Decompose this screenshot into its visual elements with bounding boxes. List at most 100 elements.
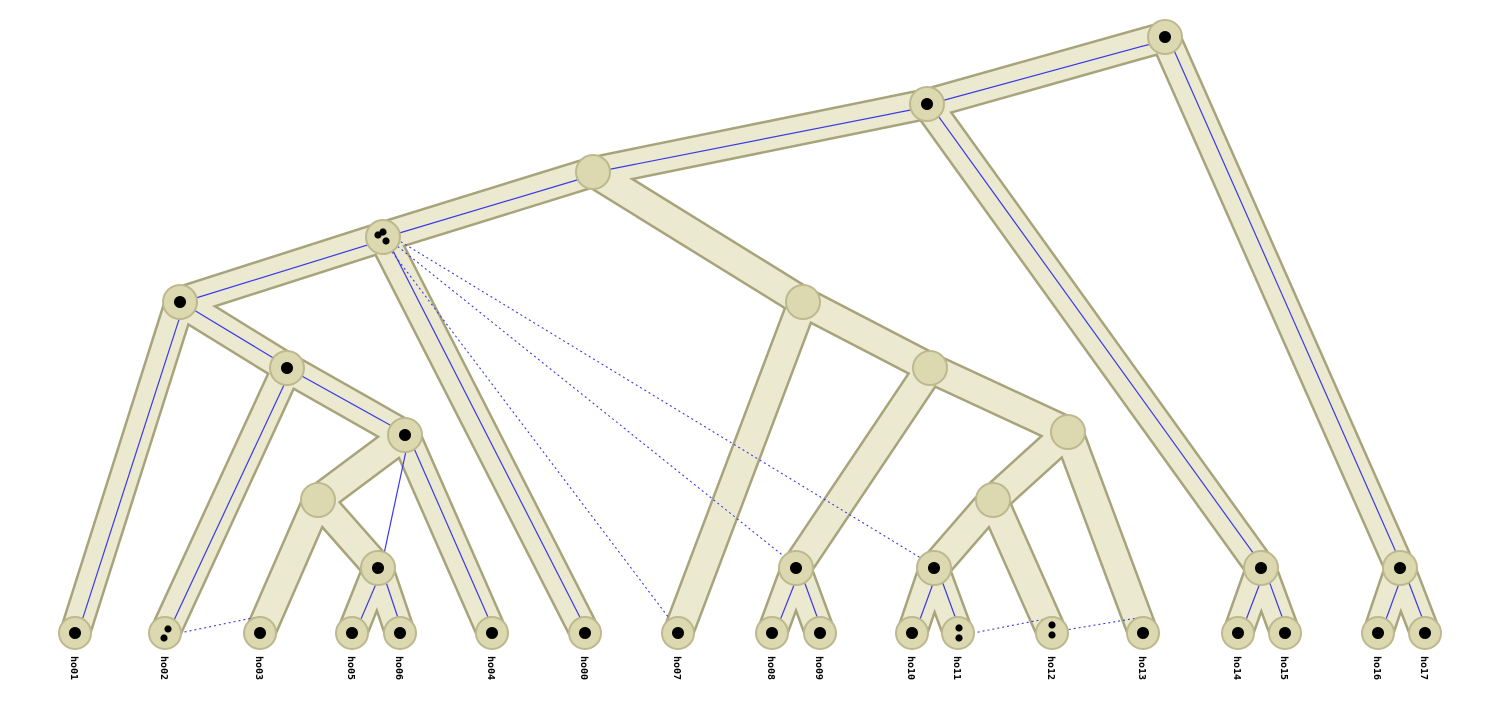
leaf-label: ho11 — [951, 656, 962, 680]
species-branch — [1151, 23, 1414, 582]
gene-branch — [183, 303, 291, 369]
gene-event-dot — [1159, 31, 1171, 43]
gene-branch — [77, 303, 185, 634]
species-node — [912, 350, 948, 386]
transfer-link — [387, 233, 935, 567]
species-node — [300, 482, 336, 518]
species-branch — [782, 354, 944, 582]
gene-branch — [380, 436, 410, 569]
species-node — [785, 284, 821, 320]
species-branch — [1054, 418, 1157, 647]
gene-event-dot — [790, 562, 802, 574]
leaf-label: ho05 — [345, 656, 356, 680]
leaf-label: ho04 — [485, 656, 496, 680]
gene-event-dot — [372, 562, 384, 574]
leaf-label: ho10 — [905, 656, 916, 680]
leaf-label: ho17 — [1418, 656, 1429, 680]
leaf-node — [941, 616, 975, 650]
gene-event-dot — [1255, 562, 1267, 574]
species-branch — [579, 90, 941, 186]
gene-leaf-dot — [1137, 627, 1149, 639]
gene-event-dot — [174, 296, 186, 308]
leaf-node — [148, 616, 182, 650]
gene-leaf-dot — [766, 627, 778, 639]
species-branch — [789, 288, 944, 382]
species-node — [975, 482, 1011, 518]
species-node — [1050, 414, 1086, 450]
gene-branch — [929, 38, 1170, 105]
species-branch — [304, 421, 419, 514]
gene-copy-dot — [382, 237, 390, 245]
gene-leaf-dot — [814, 627, 826, 639]
species-tree-branches — [61, 23, 1439, 647]
species-branch — [979, 486, 1066, 647]
gene-branch — [1168, 38, 1404, 569]
gene-branch — [930, 105, 1265, 569]
leaf-labels: ho01 ho02 ho03 ho05 ho06 ho04 ho00 ho07 ho08 ho09… — [68, 656, 1429, 680]
gene-leaf-dot — [69, 627, 81, 639]
species-branch — [664, 288, 817, 647]
gene-copy-dot — [955, 624, 963, 632]
gene-leaf-dot — [1279, 627, 1291, 639]
gene-branch — [182, 238, 388, 303]
gene-leaf-dot — [1232, 627, 1244, 639]
gene-branch — [595, 105, 932, 173]
species-branch — [916, 354, 1082, 446]
gene-copy-dot — [164, 625, 172, 633]
species-branch — [391, 421, 506, 647]
leaf-label: ho02 — [158, 656, 169, 680]
leaf-label: ho08 — [765, 656, 776, 680]
species-branch — [61, 288, 194, 647]
transfer-link — [1053, 616, 1144, 633]
gene-leaf-dot — [254, 627, 266, 639]
gene-event-dot — [921, 98, 933, 110]
gene-leaf-dot — [672, 627, 684, 639]
gene-branch — [408, 436, 496, 634]
species-branch — [369, 223, 599, 647]
gene-branch — [385, 173, 598, 238]
gene-copy-dot — [160, 634, 168, 642]
leaf-label: ho12 — [1045, 656, 1056, 680]
gene-leaf-dot — [579, 627, 591, 639]
leaf-label: ho06 — [393, 656, 404, 680]
transfer-link — [382, 239, 679, 631]
species-branch — [913, 23, 1179, 118]
leaf-label: ho16 — [1371, 656, 1382, 680]
gene-leaf-dot — [486, 627, 498, 639]
leaf-label: ho15 — [1278, 656, 1289, 680]
transfer-links — [164, 233, 1144, 637]
gene-leaf-dot — [906, 627, 918, 639]
species-branch — [913, 90, 1275, 582]
leaf-label: ho14 — [1231, 656, 1242, 680]
species-node — [365, 219, 401, 255]
species-branch — [151, 354, 301, 647]
species-node — [575, 154, 611, 190]
gene-event-dot — [928, 562, 940, 574]
leaf-label: ho03 — [253, 656, 264, 680]
species-branch — [369, 158, 607, 251]
leaf-label: ho09 — [813, 656, 824, 680]
leaf-label: ho07 — [671, 656, 682, 680]
gene-branch — [386, 238, 589, 634]
gene-branch — [290, 369, 409, 436]
gene-event-dot — [399, 429, 411, 441]
gene-leaf-dot — [1419, 627, 1431, 639]
species-branch — [166, 223, 397, 316]
gene-copy-dot — [955, 634, 963, 642]
gene-leaf-dot — [346, 627, 358, 639]
gene-copy-dot — [1048, 631, 1056, 639]
gene-events — [69, 31, 1431, 642]
leaf-label: ho13 — [1136, 656, 1147, 680]
gene-copy-dot — [379, 228, 387, 236]
species-branch — [246, 486, 332, 647]
gene-copy-dot — [1048, 621, 1056, 629]
leaf-label: ho01 — [68, 656, 79, 680]
leaf-label: ho00 — [578, 656, 589, 680]
gene-leaf-dot — [394, 627, 406, 639]
gene-event-dot — [1394, 562, 1406, 574]
species-branch — [579, 158, 817, 316]
gene-leaf-dot — [1372, 627, 1384, 639]
gene-event-dot — [281, 362, 293, 374]
